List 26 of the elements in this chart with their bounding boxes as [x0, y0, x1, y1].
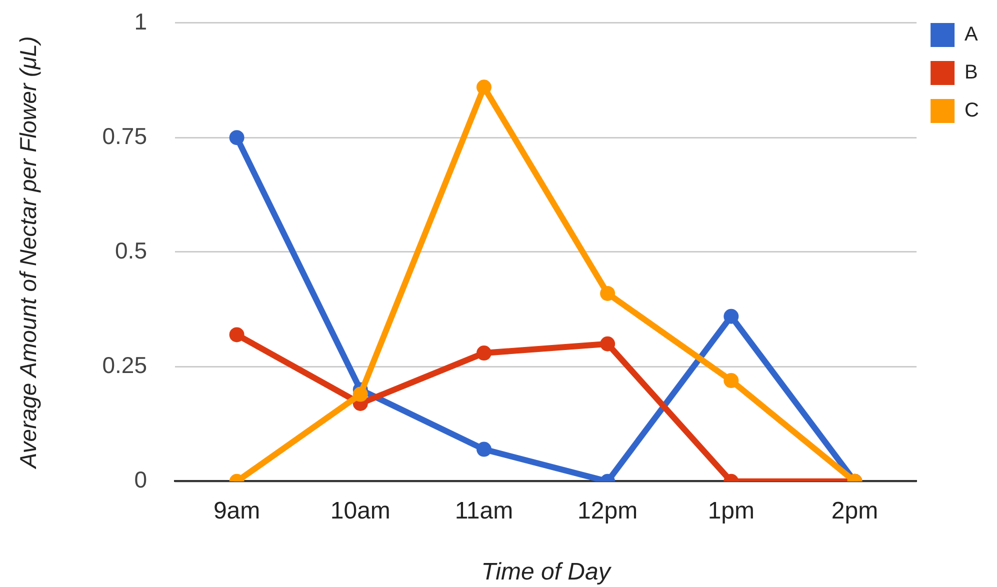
y-tick-label: 0: [134, 466, 147, 493]
y-tick-label: 0.5: [115, 238, 147, 264]
point: [724, 373, 739, 388]
x-tick-label: 2pm: [831, 497, 878, 524]
point: [476, 442, 492, 457]
x-tick-label: 11am: [454, 497, 514, 524]
y-axis-title: Average Amount of Nectar per Flower (μL): [15, 36, 42, 470]
y-tick-label: 1: [134, 8, 147, 34]
point: [724, 308, 739, 324]
x-tick-label: 9am: [213, 497, 260, 524]
point: [229, 130, 244, 146]
x-tick-label: 1pm: [708, 497, 755, 524]
point: [476, 80, 492, 95]
point: [600, 286, 616, 301]
legend-label: A: [964, 24, 979, 46]
legend-label: B: [964, 62, 978, 84]
point: [600, 336, 616, 352]
y-tick-label: 0.75: [102, 122, 147, 149]
point: [476, 346, 492, 361]
y-tick-label: 0.25: [102, 352, 147, 378]
x-tick-label: 12pm: [578, 497, 638, 524]
point: [352, 386, 368, 402]
legend-label: C: [964, 100, 980, 122]
point: [229, 327, 244, 342]
x-tick-label: 10am: [330, 497, 390, 524]
x-axis-title: Time of Day: [481, 558, 612, 586]
